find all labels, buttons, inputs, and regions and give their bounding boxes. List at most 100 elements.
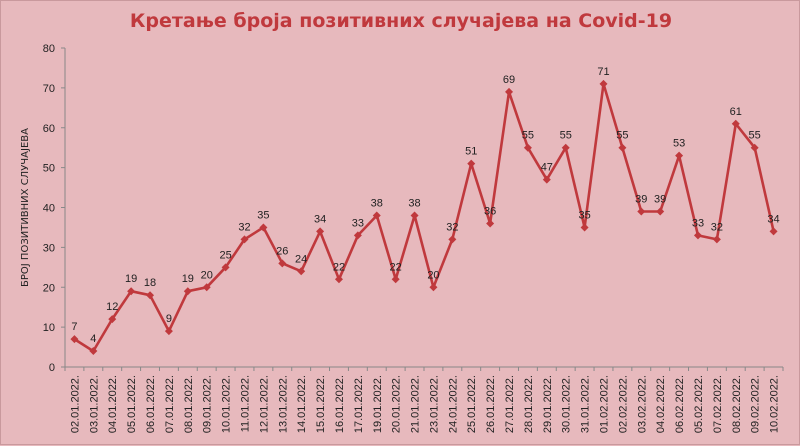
x-tick-label: 30.01.2022. [561, 375, 573, 433]
x-tick-label: 13.01.2022. [277, 375, 289, 433]
x-tick-label: 28.01.2022. [523, 375, 535, 433]
data-label: 12 [106, 301, 118, 313]
data-label: 25 [219, 249, 231, 261]
data-point [505, 87, 514, 96]
x-tick-label: 17.01.2022. [353, 375, 365, 433]
data-label: 4 [90, 333, 96, 345]
y-axis-title: БРОЈ ПОЗИТИВНИХ СЛУЧАЈЕВА [20, 128, 31, 287]
data-point [731, 119, 740, 128]
data-label: 32 [446, 221, 458, 233]
data-label: 19 [182, 273, 194, 285]
x-tick-label: 04.02.2022. [655, 375, 667, 433]
data-point [750, 143, 759, 152]
x-tick-label: 09.02.2022. [750, 375, 762, 433]
data-label: 38 [408, 197, 420, 209]
data-point [618, 143, 627, 152]
x-tick-label: 07.01.2022. [164, 375, 176, 433]
chart-title: Кретање броја позитивних случајева на Co… [129, 10, 673, 32]
data-point [580, 223, 589, 232]
x-tick-label: 01.02.2022. [599, 375, 611, 433]
y-tick-label: 20 [43, 282, 55, 294]
data-point [486, 219, 495, 228]
data-label: 34 [767, 213, 779, 225]
x-tick-label: 04.01.2022. [107, 375, 119, 433]
data-label: 35 [578, 209, 590, 221]
data-point [656, 207, 665, 216]
data-point [410, 211, 419, 220]
data-label: 24 [295, 253, 307, 265]
data-label: 19 [125, 273, 137, 285]
data-label: 33 [352, 217, 364, 229]
x-tick-label: 14.01.2022. [296, 375, 308, 433]
data-point [183, 287, 192, 296]
data-point [561, 143, 570, 152]
data-label: 35 [257, 209, 269, 221]
x-tick-label: 03.01.2022. [88, 375, 100, 433]
data-label: 61 [730, 106, 742, 118]
data-label: 18 [144, 277, 156, 289]
x-tick-label: 08.01.2022. [183, 375, 195, 433]
x-tick-label: 11.01.2022. [240, 375, 252, 432]
data-label: 36 [484, 205, 496, 217]
data-point [202, 283, 211, 292]
data-point [334, 275, 343, 284]
x-tick-label: 20.01.2022. [391, 375, 403, 433]
data-label: 55 [749, 130, 761, 142]
data-label: 38 [371, 197, 383, 209]
data-point [637, 207, 646, 216]
x-tick-label: 05.02.2022. [693, 375, 705, 433]
x-tick-label: 31.01.2022. [580, 375, 592, 433]
data-label: 69 [503, 74, 515, 86]
x-tick-label: 21.01.2022. [410, 375, 422, 433]
x-tick-label: 02.02.2022. [617, 375, 629, 433]
data-label: 39 [654, 193, 666, 205]
data-label: 22 [390, 261, 402, 273]
x-tick-label: 06.01.2022. [145, 375, 157, 433]
data-point [429, 283, 438, 292]
data-point [391, 275, 400, 284]
y-tick-label: 30 [43, 242, 55, 254]
x-tick-label: 12.01.2022. [258, 375, 270, 433]
data-point [712, 235, 721, 244]
data-point [675, 151, 684, 160]
x-tick-label: 15.01.2022. [315, 375, 327, 433]
x-tick-label: 10.01.2022. [221, 375, 233, 433]
x-tick-label: 26.01.2022. [485, 375, 497, 433]
data-point [164, 327, 173, 336]
data-point [353, 231, 362, 240]
x-tick-label: 23.01.2022. [428, 375, 440, 433]
x-tick-label: 08.02.2022. [731, 375, 743, 433]
y-tick-label: 60 [43, 123, 55, 135]
data-label: 55 [522, 130, 534, 142]
x-tick-label: 07.02.2022. [712, 375, 724, 433]
y-tick-label: 10 [43, 322, 55, 334]
data-label: 9 [166, 313, 172, 325]
data-label: 47 [541, 162, 553, 174]
y-tick-label: 50 [43, 163, 55, 175]
x-tick-label: 02.01.2022. [69, 375, 81, 433]
x-tick-label: 16.01.2022. [334, 375, 346, 433]
data-point [769, 227, 778, 236]
data-label: 20 [201, 269, 213, 281]
data-label: 33 [692, 217, 704, 229]
plot-area [65, 48, 783, 367]
data-point [221, 263, 230, 272]
data-label: 32 [238, 221, 250, 233]
x-tick-label: 03.02.2022. [636, 375, 648, 433]
data-point [542, 175, 551, 184]
x-tick-label: 29.01.2022. [542, 375, 554, 433]
data-point [448, 235, 457, 244]
x-tick-label: 19.01.2022. [372, 375, 384, 433]
data-label: 39 [635, 193, 647, 205]
data-label: 20 [427, 269, 439, 281]
data-point [89, 347, 98, 356]
data-point [146, 291, 155, 300]
data-point [599, 79, 608, 88]
x-tick-label: 24.01.2022. [447, 375, 459, 433]
data-label: 53 [673, 138, 685, 150]
data-label: 71 [597, 66, 609, 78]
data-point [278, 259, 287, 268]
data-point [108, 315, 117, 324]
